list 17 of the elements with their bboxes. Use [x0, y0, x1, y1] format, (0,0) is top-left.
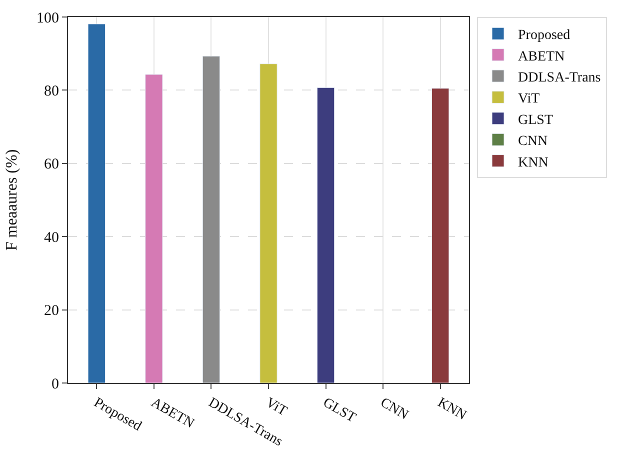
- legend-label: GLST: [518, 112, 554, 128]
- legend-label: ViT: [518, 92, 540, 107]
- x-tick-label: KNN: [434, 395, 469, 424]
- y-tick-label: 20: [44, 303, 59, 320]
- y-tick-label: 100: [36, 10, 59, 26]
- y-tick-label: 60: [44, 156, 59, 173]
- legend-label: CNN: [518, 134, 548, 150]
- legend-label: ABETN: [518, 49, 565, 64]
- legend-label: KNN: [518, 155, 548, 170]
- legend-label: DDLSA-Trans: [518, 70, 601, 86]
- x-tick-label: GLST: [320, 395, 358, 426]
- legend-label: Proposed: [518, 28, 570, 44]
- y-tick-label: 0: [52, 376, 59, 392]
- x-tick-label: CNN: [378, 395, 411, 424]
- y-axis-title: F meaaures (%): [3, 149, 20, 251]
- y-tick-label: 40: [44, 230, 59, 246]
- y-tick-label: 80: [44, 83, 59, 100]
